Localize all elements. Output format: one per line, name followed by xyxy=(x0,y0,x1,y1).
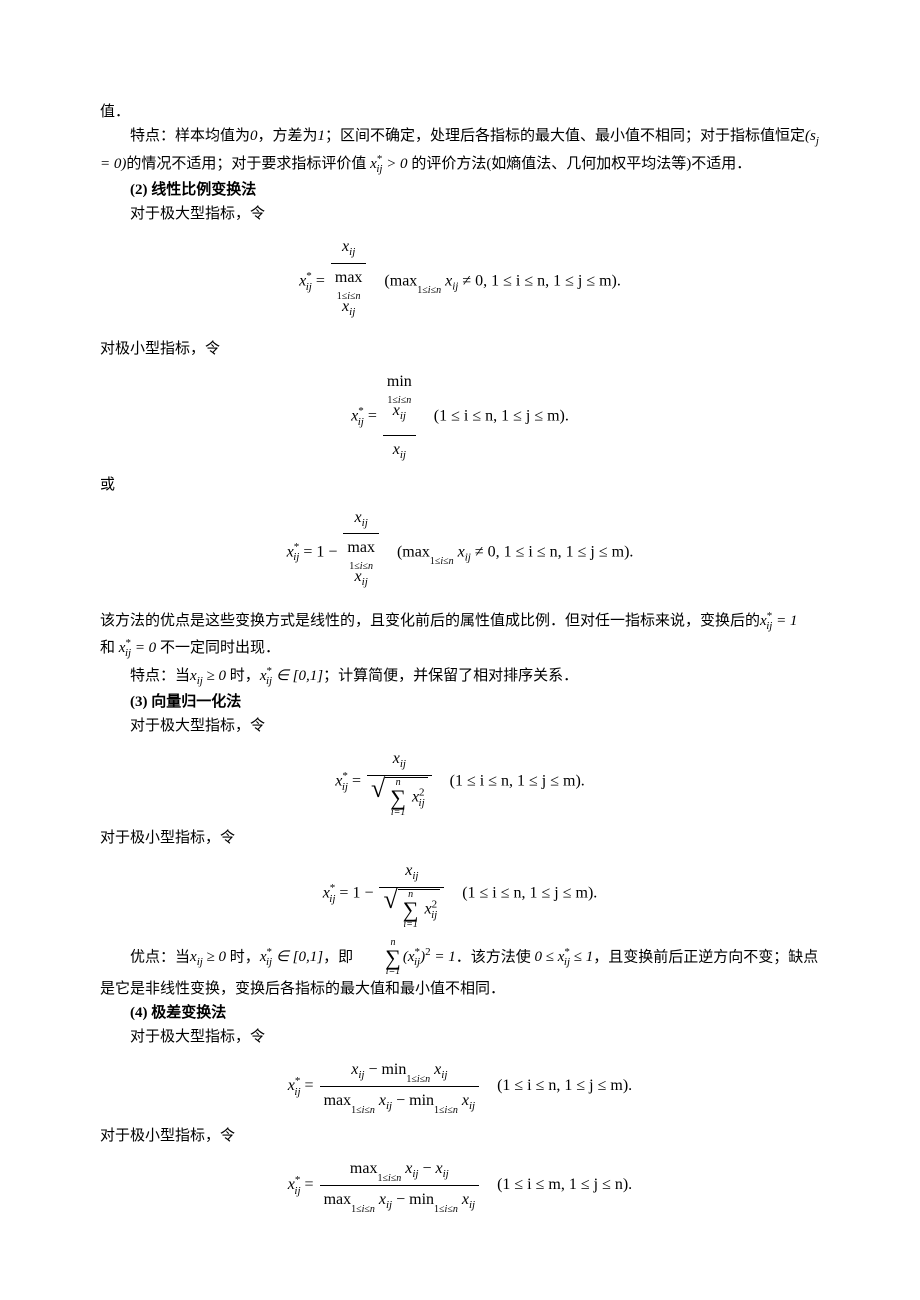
heading-2: (2) 线性比例变换法 xyxy=(100,178,820,202)
para-cont: 值． xyxy=(100,100,820,124)
math-xij-eq0: x*ij = 0 xyxy=(119,640,156,656)
para-or: 或 xyxy=(100,473,820,497)
formula-4-min: x*ij = max1≤i≤n xij − xij max1≤i≤n xij −… xyxy=(100,1156,820,1215)
text: 时， xyxy=(226,668,260,684)
para-max-type-3: 对于极大型指标，令 xyxy=(100,714,820,738)
text: ，方差为 xyxy=(258,128,318,144)
formula-4-max: x*ij = xij − min1≤i≤n xij max1≤i≤n xij −… xyxy=(100,1057,820,1116)
heading-4: (4) 极差变换法 xyxy=(100,1001,820,1025)
para-max-type-4: 对于极大型指标，令 xyxy=(100,1025,820,1049)
formula-2-or: x*ij = 1 − xij max1≤i≤n xij (max1≤i≤n xi… xyxy=(100,505,820,600)
para-features-2: 特点：当xij ≥ 0 时，x*ij ∈ [0,1]；计算简便，并保留了相对排序… xyxy=(100,663,820,691)
text: 的评价方法(如熵值法、几何加权平均法等)不适用． xyxy=(408,156,752,172)
math-sum-eq1: n∑i=1(x*ij)2 = 1 xyxy=(353,949,456,965)
formula-3-min: x*ij = 1 − xij √n∑i=1 x2ij (1 ≤ i ≤ n, 1… xyxy=(100,858,820,930)
text: 该方法的优点是这些变换方式是线性的，且变化前后的属性值成比例．但对任一指标来说，… xyxy=(100,613,760,629)
para-min-type: 对极小型指标，令 xyxy=(100,337,820,361)
math-0-le-xij-le-1: 0 ≤ x*ij ≤ 1 xyxy=(535,949,594,965)
para-max-type: 对于极大型指标，令 xyxy=(100,202,820,226)
math-xij-in01: x*ij ∈ [0,1] xyxy=(260,668,323,684)
text: ；区间不确定，处理后各指标的最大值、最小值不相同；对于指标值恒定 xyxy=(325,128,805,144)
math-one: 1 xyxy=(318,128,326,144)
text: ．该方法使 xyxy=(456,949,535,965)
text: 不一定同时出现． xyxy=(156,640,280,656)
math-xij-in01-b: x*ij ∈ [0,1] xyxy=(260,949,323,965)
para-min-type-3: 对于极小型指标，令 xyxy=(100,826,820,850)
math-xij-star-gt0: x*ij > 0 xyxy=(370,156,407,172)
text: ，即 xyxy=(323,949,353,965)
para-advantage: 该方法的优点是这些变换方式是线性的，且变化前后的属性值成比例．但对任一指标来说，… xyxy=(100,608,820,663)
text: ；计算简便，并保留了相对排序关系． xyxy=(323,668,578,684)
text: 优点：当 xyxy=(130,949,190,965)
formula-2-max: x*ij = xij max1≤i≤n xij (max1≤i≤n xij ≠ … xyxy=(100,234,820,329)
para-features-1: 特点：样本均值为0，方差为1；区间不确定，处理后各指标的最大值、最小值不相同；对… xyxy=(100,124,820,178)
math-xij-ge0-b: xij ≥ 0 xyxy=(190,949,226,965)
heading-3: (3) 向量归一化法 xyxy=(100,690,820,714)
math-zero: 0 xyxy=(250,128,258,144)
text: 特点：样本均值为 xyxy=(130,128,250,144)
math-xij-ge0: xij ≥ 0 xyxy=(190,668,226,684)
text: 特点：当 xyxy=(130,668,190,684)
para-min-type-4: 对于极小型指标，令 xyxy=(100,1124,820,1148)
text: 的情况不适用；对于要求指标评价值 xyxy=(126,156,370,172)
para-advantage-3: 优点：当xij ≥ 0 时，x*ij ∈ [0,1]，即n∑i=1(x*ij)2… xyxy=(100,938,820,1002)
text: 时， xyxy=(226,949,260,965)
text: 和 xyxy=(100,640,115,656)
formula-3-max: x*ij = xij √n∑i=1 x2ij (1 ≤ i ≤ n, 1 ≤ j… xyxy=(100,746,820,818)
math-xij-eq1: x*ij = 1 xyxy=(760,613,797,629)
formula-2-min: x*ij = min1≤i≤n xij xij (1 ≤ i ≤ n, 1 ≤ … xyxy=(100,369,820,464)
